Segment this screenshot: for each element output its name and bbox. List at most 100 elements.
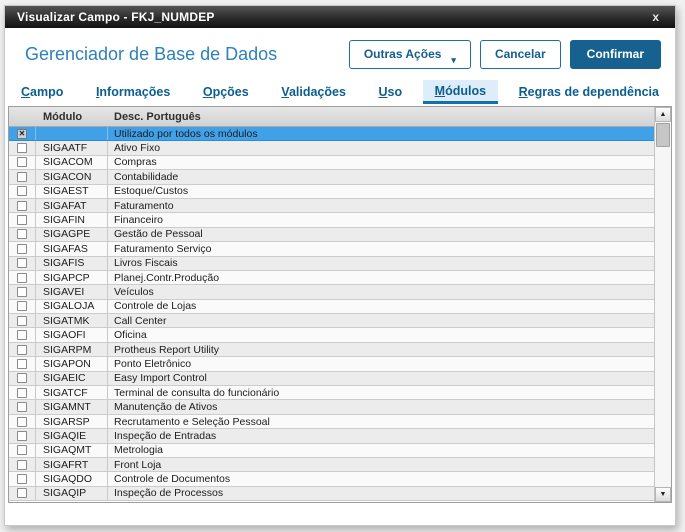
module-checkbox[interactable] xyxy=(17,416,27,427)
column-header-desc-portugues[interactable]: Desc. Português xyxy=(114,110,201,123)
table-row[interactable]: SIGACON Contabilidade xyxy=(9,170,654,185)
tab-validacoes[interactable]: Validações xyxy=(281,85,346,99)
module-checkbox[interactable] xyxy=(17,272,27,283)
module-code: SIGAVEI xyxy=(36,285,108,299)
table-row[interactable]: SIGAQIP Inspeção de Processos xyxy=(9,486,654,502)
table-row[interactable]: SIGAFAT Faturamento xyxy=(9,198,654,214)
module-checkbox[interactable] xyxy=(17,157,27,168)
table-row[interactable]: SIGARPM Protheus Report Utility xyxy=(9,342,654,358)
table-row[interactable]: SIGAFRT Front Loja xyxy=(9,457,654,473)
module-description: Faturamento xyxy=(114,199,174,212)
module-description: Veículos xyxy=(114,285,154,298)
module-code: SIGAQMT xyxy=(36,443,108,457)
table-row[interactable]: SIGAEST Estoque/Custos xyxy=(9,184,654,199)
module-checkbox[interactable] xyxy=(17,229,27,240)
module-description: Financeiro xyxy=(114,214,164,227)
module-code: SIGAEST xyxy=(36,184,108,198)
scroll-down-icon[interactable]: ▼ xyxy=(655,487,671,502)
tab-opcoes[interactable]: Opções xyxy=(202,85,249,99)
module-description: Contabilidade xyxy=(114,170,179,183)
module-description: Inspeção de Processos xyxy=(114,487,224,500)
table-row[interactable]: SIGAEIC Easy Import Control xyxy=(9,371,654,387)
outras-acoes-button[interactable]: Outras Ações ▾ xyxy=(348,39,471,69)
table-row[interactable]: SIGAPCP Planej.Contr.Produção xyxy=(9,270,654,286)
module-checkbox[interactable] xyxy=(17,459,27,470)
module-checkbox[interactable] xyxy=(17,243,27,254)
module-code: SIGAFIS xyxy=(36,256,108,270)
module-checkbox[interactable] xyxy=(17,330,27,341)
module-checkbox[interactable] xyxy=(17,171,27,182)
module-description: Controle de Lojas xyxy=(114,300,197,313)
table-row[interactable]: ✕ Utilizado por todos os módulos xyxy=(9,127,654,142)
table-row[interactable]: SIGAOFI Oficina xyxy=(9,328,654,343)
module-code: SIGAFAT xyxy=(36,198,108,213)
chevron-down-icon: ▾ xyxy=(451,54,456,65)
module-code: SIGAFRT xyxy=(36,457,108,472)
module-checkbox[interactable] xyxy=(17,186,27,197)
tab-uso[interactable]: Uso xyxy=(378,85,403,99)
module-checkbox[interactable] xyxy=(17,315,27,326)
column-header-modulo[interactable]: Módulo xyxy=(43,110,83,123)
scrollbar-thumb[interactable] xyxy=(656,123,670,147)
module-checkbox[interactable] xyxy=(17,358,27,369)
module-code: SIGALOJA xyxy=(36,299,108,314)
dialog-title: Visualizar Campo - FKJ_NUMDEP xyxy=(17,10,215,24)
table-row[interactable]: SIGAFAS Faturamento Serviço xyxy=(9,242,654,257)
table-row[interactable]: SIGAPON Ponto Eletrônico xyxy=(9,357,654,372)
tab-informacoes[interactable]: Informações xyxy=(95,85,171,99)
dialog-visualizar-campo: Visualizar Campo - FKJ_NUMDEP x Gerencia… xyxy=(4,5,676,526)
table-header-row: Módulo Desc. Português xyxy=(9,107,654,127)
table-row[interactable]: SIGAVEI Veículos xyxy=(9,285,654,300)
module-description: Call Center xyxy=(114,314,167,327)
close-icon[interactable]: x xyxy=(652,10,659,24)
table-row[interactable]: SIGAMNT Manutenção de Ativos xyxy=(9,400,654,415)
vertical-scrollbar[interactable]: ▲ ▼ xyxy=(654,107,671,502)
table-row[interactable]: SIGACOM Compras xyxy=(9,155,654,171)
module-checkbox[interactable] xyxy=(17,488,27,499)
module-description: Planej.Contr.Produção xyxy=(114,271,220,284)
table-row[interactable]: SIGAQIE Inspeção de Entradas xyxy=(9,429,654,444)
module-checkbox[interactable] xyxy=(17,286,27,297)
table-row[interactable]: SIGAFIN Financeiro xyxy=(9,213,654,228)
module-checkbox[interactable] xyxy=(17,143,27,154)
table-row[interactable]: SIGAQMT Metrologia xyxy=(9,443,654,458)
module-checkbox[interactable] xyxy=(17,344,27,355)
confirmar-button[interactable]: Confirmar xyxy=(569,39,661,69)
module-checkbox[interactable] xyxy=(17,402,27,413)
table-row[interactable]: SIGAGPE Gestão de Pessoal xyxy=(9,227,654,243)
table-row[interactable]: SIGALOJA Controle de Lojas xyxy=(9,299,654,315)
module-checkbox[interactable] xyxy=(17,373,27,384)
tab-regras-de-dependencia[interactable]: Regras de dependência xyxy=(518,85,659,99)
module-checkbox[interactable] xyxy=(17,430,27,441)
cancelar-button[interactable]: Cancelar xyxy=(479,39,561,69)
module-code: SIGAQDO xyxy=(36,472,108,486)
table-row[interactable]: SIGARSP Recrutamento e Seleção Pessoal xyxy=(9,414,654,430)
module-checkbox[interactable] xyxy=(17,215,27,226)
module-description: Oficina xyxy=(114,329,147,342)
module-description: Protheus Report Utility xyxy=(114,343,220,356)
module-code: SIGAATF xyxy=(36,141,108,155)
module-code: SIGAFIN xyxy=(36,213,108,227)
table-row[interactable]: SIGAQDO Controle de Documentos xyxy=(9,472,654,487)
module-checkbox[interactable] xyxy=(17,445,27,456)
tab-campo[interactable]: Campo xyxy=(21,85,64,99)
module-checkbox[interactable] xyxy=(17,387,27,398)
page-title: Gerenciador de Base de Dados xyxy=(25,43,278,64)
module-checkbox[interactable] xyxy=(17,258,27,269)
module-checkbox[interactable] xyxy=(17,301,27,312)
scroll-up-icon[interactable]: ▲ xyxy=(655,107,671,122)
table-row[interactable]: SIGAFIS Livros Fiscais xyxy=(9,256,654,271)
module-description: Recrutamento e Seleção Pessoal xyxy=(114,415,270,428)
module-description: Utilizado por todos os módulos xyxy=(114,127,258,140)
table-row[interactable]: SIGATCF Terminal de consulta do funcioná… xyxy=(9,386,654,401)
table-row[interactable]: SIGATMK Call Center xyxy=(9,314,654,329)
module-checkbox[interactable] xyxy=(17,200,27,211)
tab-modulos[interactable]: Módulos xyxy=(422,80,499,104)
module-checkbox[interactable]: ✕ xyxy=(17,128,27,139)
module-code: SIGARPM xyxy=(36,342,108,357)
tab-bar: Campo Informações Opções Validações Uso Módul… xyxy=(5,80,675,104)
module-checkbox[interactable] xyxy=(17,474,27,485)
module-code: SIGAMNT xyxy=(36,400,108,414)
table-row[interactable]: SIGAATF Ativo Fixo xyxy=(9,141,654,156)
module-code xyxy=(36,127,108,141)
